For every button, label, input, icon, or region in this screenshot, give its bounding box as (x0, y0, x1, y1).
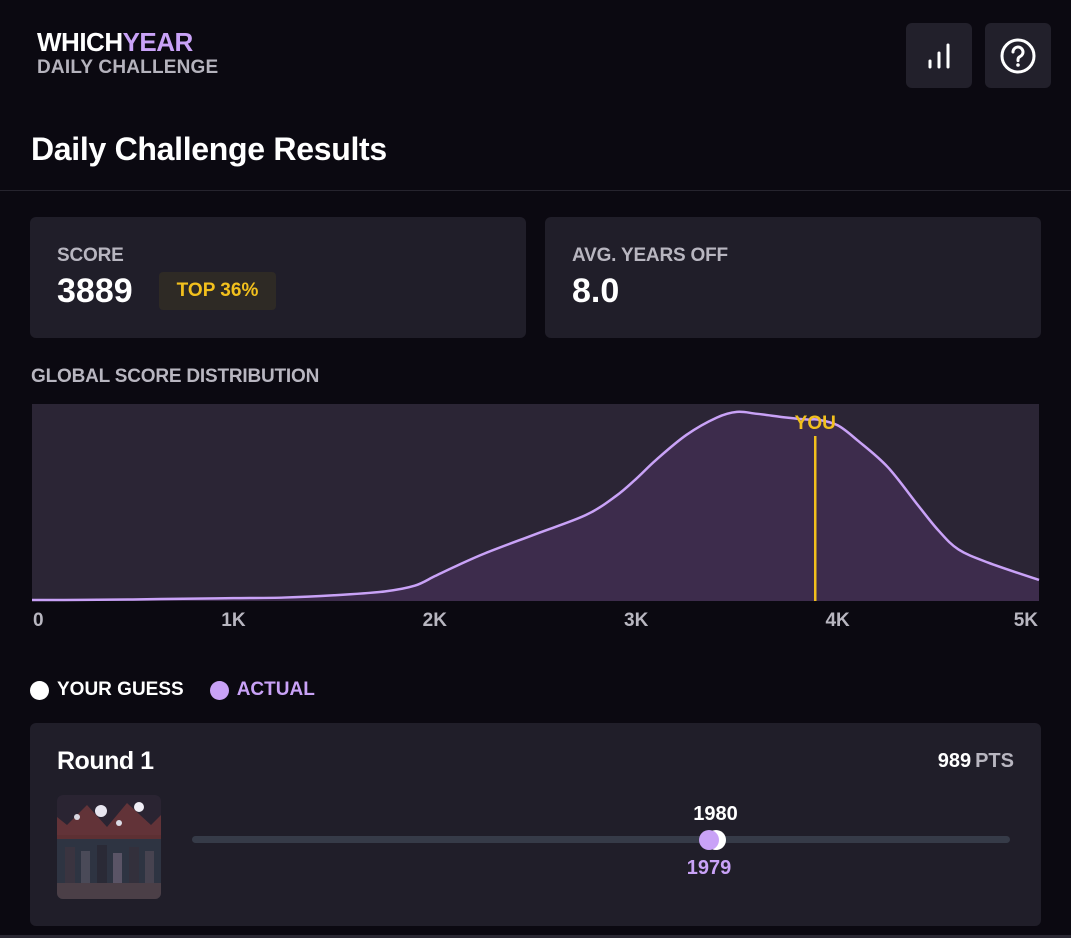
avg-years-off-card: AVG. YEARS OFF 8.0 (545, 217, 1041, 338)
logo-which-text: WHICH (37, 27, 123, 57)
distribution-label: GLOBAL SCORE DISTRIBUTION (31, 366, 320, 387)
score-distribution-chart: YOU 0 1K 2K 3K 4K 5K (30, 404, 1041, 636)
legend-item-guess: YOUR GUESS (30, 679, 184, 701)
x-tick-label: 4K (825, 610, 850, 631)
legend-guess-label: YOUR GUESS (57, 679, 184, 700)
actual-marker (698, 830, 719, 850)
actual-dot-icon (209, 680, 229, 700)
bar-chart-icon (928, 43, 950, 68)
x-axis-ticks: 0 1K 2K 3K 4K 5K (33, 610, 1038, 631)
score-label: SCORE (57, 245, 124, 266)
percentile-badge: TOP 36% (159, 272, 276, 310)
help-button[interactable] (985, 23, 1051, 88)
round-photo-image (57, 795, 161, 899)
logo-year-text: YEAR (122, 27, 194, 57)
round-points-unit: PTS (975, 750, 1014, 772)
year-slider-track (192, 836, 1010, 843)
legend-item-actual: ACTUAL (209, 679, 315, 701)
x-tick-label: 0 (33, 610, 44, 631)
x-tick-label: 3K (624, 610, 649, 631)
logo-wordmark: WHICHYEAR (37, 28, 218, 56)
avg-years-off-value: 8.0 (572, 272, 620, 310)
question-circle-icon (1000, 38, 1036, 73)
x-tick-label: 5K (1014, 610, 1039, 631)
header-divider (0, 190, 1071, 191)
x-tick-label: 2K (423, 610, 448, 631)
logo-subtitle: DAILY CHALLENGE (37, 57, 219, 78)
guess-year-label: 1980 (693, 803, 738, 825)
bottom-border (0, 935, 1071, 938)
app-logo[interactable]: WHICHYEAR DAILY CHALLENGE (37, 28, 218, 79)
round-title: Round 1 (57, 747, 154, 775)
distribution-line (31, 410, 1040, 602)
page-title: Daily Challenge Results (31, 131, 387, 167)
score-value: 3889 (57, 272, 133, 310)
header: WHICHYEAR DAILY CHALLENGE (0, 0, 1071, 112)
your-score-marker-label: YOU (795, 413, 836, 434)
distribution-area (32, 411, 1039, 601)
x-tick-label: 1K (221, 610, 246, 631)
score-card: SCORE 3889 TOP 36% (30, 217, 526, 338)
round-card: Round 1 989 PTS 1980 1979 (30, 723, 1041, 926)
guess-dot-icon (30, 680, 49, 700)
round-photo-thumbnail[interactable] (57, 795, 161, 899)
avg-years-off-label: AVG. YEARS OFF (572, 245, 728, 266)
legend: YOUR GUESS ACTUAL (30, 678, 341, 702)
actual-year-label: 1979 (686, 857, 732, 879)
legend-actual-label: ACTUAL (236, 679, 315, 700)
distribution-svg: YOU 0 1K 2K 3K 4K 5K (31, 404, 1040, 631)
round-points: 989 PTS (938, 750, 1014, 773)
round-points-value: 989 (937, 750, 972, 772)
stats-button[interactable] (906, 23, 972, 88)
